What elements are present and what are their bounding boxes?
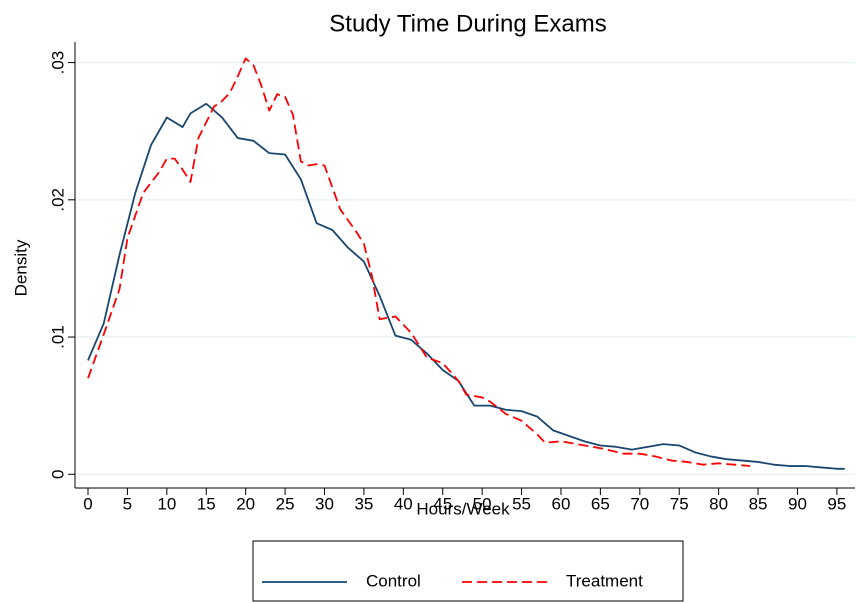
x-tick-label: 0 [83,494,92,513]
x-tick-label: 70 [630,494,649,513]
x-tick-label: 80 [709,494,728,513]
y-tick-label: .02 [48,188,67,212]
x-tick-label: 55 [512,494,531,513]
x-tick-label: 20 [236,494,255,513]
x-tick-label: 65 [591,494,610,513]
chart-title: Study Time During Exams [329,10,606,37]
series-line [87,57,751,467]
x-tick-label: 15 [197,494,216,513]
x-tick-label: 25 [276,494,295,513]
y-tick-label: .03 [48,51,67,75]
y-tick-label: 0 [48,470,67,479]
x-tick-label: 10 [157,494,176,513]
legend-box [252,540,684,602]
x-tick-label: 45 [433,494,452,513]
legend-label: Treatment [566,571,643,590]
x-tick-label: 95 [827,494,846,513]
legend-label: Control [366,571,421,590]
x-tick-label: 30 [315,494,334,513]
x-tick-label: 35 [354,494,373,513]
x-tick-label: 75 [670,494,689,513]
x-tick-label: 5 [123,494,132,513]
x-tick-label: 50 [473,494,492,513]
x-tick-label: 90 [788,494,807,513]
x-tick-label: 60 [552,494,571,513]
x-tick-label: 85 [749,494,768,513]
y-tick-label: .01 [48,325,67,349]
y-axis-label: Density [11,239,30,296]
x-tick-label: 40 [394,494,413,513]
x-axis-label: Hours/Week [416,499,510,518]
